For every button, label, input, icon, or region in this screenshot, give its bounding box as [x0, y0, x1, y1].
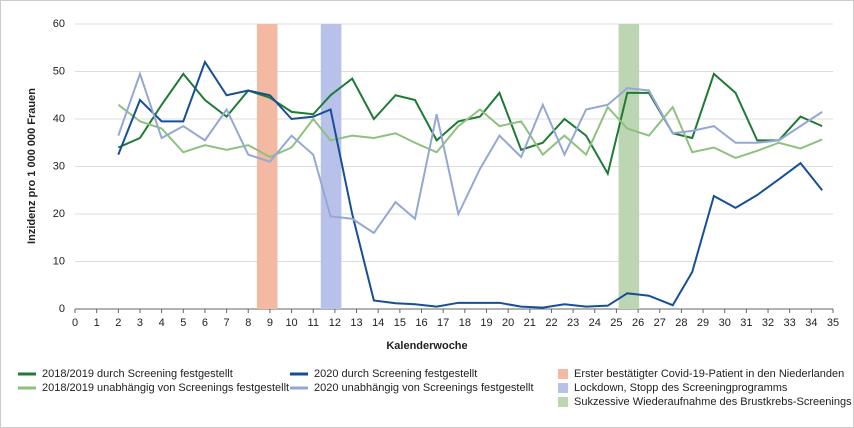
x-tick-label: 35: [827, 317, 839, 329]
x-tick-label: 10: [285, 317, 297, 329]
x-tick-label: 26: [632, 317, 644, 329]
x-tick-label: 25: [610, 317, 622, 329]
y-tick-label: 40: [53, 113, 65, 125]
legend-label: 2020 unabhängig von Screenings festgeste…: [314, 382, 534, 394]
band: [256, 24, 278, 309]
x-tick-label: 3: [137, 317, 143, 329]
x-tick-label: 21: [524, 317, 536, 329]
x-tick-label: 20: [502, 317, 514, 329]
legend-label: Erster bestätigter Covid-19-Patient in d…: [574, 368, 844, 380]
x-tick-label: 15: [394, 317, 406, 329]
y-tick-label: 60: [53, 18, 65, 30]
legend-label: 2018/2019 unabhängig von Screenings fest…: [42, 382, 289, 394]
x-tick-label: 4: [159, 317, 165, 329]
x-tick-label: 12: [329, 317, 341, 329]
x-tick-label: 29: [697, 317, 709, 329]
y-axis-label: Inzidenz pro 1 000 000 Frauen: [26, 88, 38, 244]
legend-label: 2018/2019 durch Screening festgestellt: [42, 368, 233, 380]
x-tick-label: 8: [245, 317, 251, 329]
y-tick-label: 0: [59, 303, 65, 315]
y-tick-label: 20: [53, 208, 65, 220]
x-tick-label: 30: [719, 317, 731, 329]
x-tick-label: 16: [415, 317, 427, 329]
x-tick-label: 19: [480, 317, 492, 329]
x-tick-label: 17: [437, 317, 449, 329]
x-tick-label: 14: [372, 317, 384, 329]
x-tick-label: 32: [762, 317, 774, 329]
x-tick-label: 0: [72, 317, 78, 329]
line-series: [117, 70, 823, 235]
legend-swatch: [558, 397, 568, 407]
x-tick-label: 24: [589, 317, 601, 329]
line-series: [117, 59, 823, 309]
x-tick-label: 13: [350, 317, 362, 329]
x-tick-label: 27: [654, 317, 666, 329]
x-tick-label: 33: [784, 317, 796, 329]
x-tick-label: 2: [115, 317, 121, 329]
x-tick-label: 18: [459, 317, 471, 329]
band: [618, 24, 640, 309]
y-tick-label: 30: [53, 160, 65, 172]
x-tick-label: 6: [202, 317, 208, 329]
x-tick-label: 9: [267, 317, 273, 329]
x-tick-label: 31: [740, 317, 752, 329]
legend-label: Lockdown, Stopp des Screeningprogramms: [574, 382, 788, 394]
x-tick-label: 11: [308, 317, 319, 329]
x-tick-label: 1: [94, 317, 100, 329]
x-tick-label: 34: [805, 317, 817, 329]
y-tick-label: 50: [53, 65, 65, 77]
legend-swatch: [558, 369, 568, 379]
x-tick-label: 28: [675, 317, 687, 329]
x-tick-label: 22: [545, 317, 557, 329]
legend-label: 2020 durch Screening festgestellt: [314, 368, 477, 380]
x-tick-label: 7: [224, 317, 230, 329]
band: [320, 24, 342, 309]
x-axis-label: Kalenderwoche: [386, 340, 467, 352]
y-tick-label: 10: [53, 255, 65, 267]
legend-swatch: [558, 383, 568, 393]
legend-label: Sukzessive Wiederaufnahme des Brustkrebs…: [574, 396, 852, 408]
line-series: [117, 103, 823, 160]
x-tick-label: 23: [567, 317, 579, 329]
x-tick-label: 5: [180, 317, 186, 329]
